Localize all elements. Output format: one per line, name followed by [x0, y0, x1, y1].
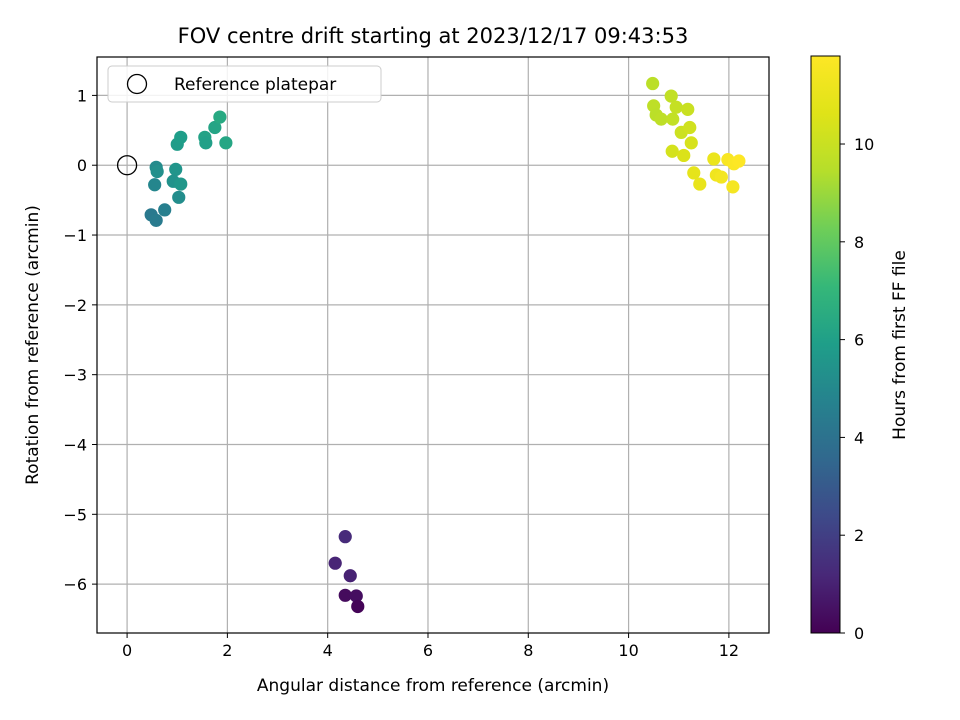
colorbar: 0 2 4 6 8 10 Hours from first FF file	[810, 55, 910, 643]
scatter-point	[726, 180, 740, 194]
legend-box	[107, 65, 382, 103]
scatter-point	[328, 556, 342, 570]
x-tick-label: 2	[222, 641, 232, 660]
x-tick-label: 12	[719, 641, 739, 660]
legend-label-reference: Reference platepar	[174, 75, 336, 95]
y-tick-label: 0	[77, 156, 87, 175]
scatter-point	[150, 164, 164, 179]
colorbar-tick-label: 4	[854, 428, 864, 447]
scatter-point	[677, 148, 691, 163]
scatter-point	[199, 136, 213, 150]
y-axis-ticks: 1 0 −1 −2 −3 −4 −5 −6	[63, 86, 97, 594]
y-tick-label: −6	[63, 575, 87, 594]
y-tick-label: −3	[63, 366, 87, 385]
colorbar-ticks: 0 2 4 6 8 10	[840, 135, 874, 643]
colorbar-label: Hours from first FF file	[890, 250, 910, 440]
scatter-point	[665, 144, 679, 158]
x-tick-label: 8	[523, 641, 533, 660]
scatter-point	[149, 213, 163, 227]
x-tick-label: 4	[323, 641, 333, 660]
scatter-point	[343, 569, 357, 583]
scatter-point	[148, 178, 162, 192]
y-tick-label: −1	[63, 226, 87, 245]
scatter-point	[683, 120, 697, 135]
x-axis-ticks: 0 2 4 6 8 10 12	[122, 633, 739, 660]
scatter-point	[351, 599, 365, 614]
scatter-point	[219, 136, 233, 150]
scatter-point	[172, 190, 186, 204]
x-tick-label: 6	[423, 641, 433, 660]
scatter-point	[158, 203, 172, 217]
x-tick-label: 10	[618, 641, 638, 660]
scatter-point	[669, 100, 683, 114]
scatter-point	[174, 177, 188, 191]
scatter-point	[213, 110, 227, 124]
colorbar-tick-label: 2	[854, 526, 864, 545]
legend: Reference platepar	[107, 65, 382, 103]
colorbar-gradient	[810, 55, 841, 634]
reference-platepar-marker	[116, 155, 138, 176]
scatter-point	[684, 136, 698, 150]
colorbar-tick-label: 0	[854, 624, 864, 643]
colorbar-tick-label: 6	[854, 331, 864, 350]
y-tick-label: −4	[63, 435, 87, 454]
y-axis-label: Rotation from reference (arcmin)	[23, 205, 43, 485]
colorbar-tick-label: 8	[854, 233, 864, 252]
x-tick-label: 0	[122, 641, 132, 660]
scatter-point	[666, 112, 680, 126]
scatter-point	[687, 166, 701, 180]
plot-area-frame	[96, 56, 770, 634]
colorbar-tick-label: 10	[854, 135, 874, 154]
scatter-point	[174, 130, 188, 144]
y-tick-label: −2	[63, 296, 87, 315]
scatter-point	[681, 102, 695, 116]
chart-title: FOV centre drift starting at 2023/12/17 …	[178, 24, 689, 48]
scatter-point	[664, 89, 678, 103]
y-tick-label: −5	[63, 505, 87, 524]
scatter-point	[646, 76, 660, 91]
scatter-point	[693, 177, 707, 191]
scatter-point	[349, 589, 363, 603]
legend-marker-reference	[126, 73, 148, 95]
scatter-point	[707, 152, 721, 166]
x-axis-label: Angular distance from reference (arcmin)	[257, 676, 609, 696]
scatter-point	[654, 112, 668, 126]
scatter-point	[208, 120, 222, 135]
scatter-point	[338, 530, 352, 544]
scatter-points	[116, 76, 746, 614]
scatter-point	[338, 588, 352, 602]
scatter-point	[714, 170, 728, 184]
scatter-point	[732, 154, 746, 168]
y-tick-label: 1	[77, 86, 87, 105]
scatter-point	[169, 162, 183, 177]
grid-lines	[97, 57, 769, 633]
